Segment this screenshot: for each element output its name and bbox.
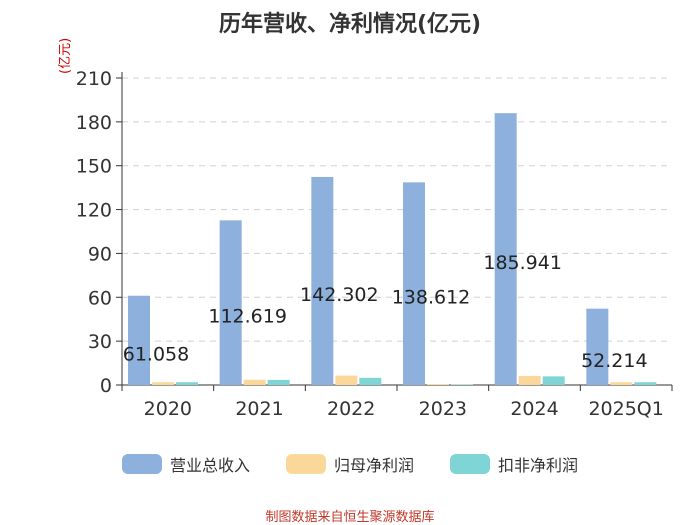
legend-swatch-revenue	[121, 454, 162, 474]
data-label: 142.302	[300, 284, 379, 306]
bar-chart: 0 30 60 90 120 150 180 210 2020 61.058 2021 112.619…	[76, 68, 673, 420]
data-label: 185.941	[483, 252, 562, 274]
y-tick-label: 210	[76, 68, 112, 90]
bar-0	[219, 220, 242, 385]
data-label: 52.214	[581, 350, 647, 372]
bar-1	[610, 382, 633, 385]
legend-item-revenue[interactable]: 营业总收入	[121, 452, 250, 476]
legend-item-net-profit[interactable]: 归母净利润	[285, 452, 414, 476]
bar-0	[403, 182, 425, 385]
legend-swatch-net-profit	[285, 454, 326, 474]
bar-1	[518, 375, 541, 385]
y-tick-label: 120	[76, 200, 112, 222]
y-tick-label: 90	[88, 243, 112, 265]
legend-label-revenue: 营业总收入	[169, 456, 250, 475]
data-label: 61.058	[123, 343, 189, 365]
bar-2	[176, 382, 198, 385]
y-tick-label: 60	[88, 287, 112, 309]
legend-swatch-deducted-profit	[450, 454, 490, 474]
bar-1	[152, 382, 174, 385]
bar-2	[267, 379, 290, 385]
x-tick-label: 2023	[419, 398, 467, 420]
y-tick-label: 150	[76, 156, 112, 178]
x-tick-label: 2025Q1	[588, 398, 663, 420]
data-label: 138.612	[392, 287, 471, 309]
bar-0	[128, 295, 150, 385]
chart-title: 历年营收、净利情况(亿元)	[218, 12, 482, 37]
bar-2	[634, 382, 657, 385]
source-note: 制图数据来自恒生聚源数据库	[265, 510, 435, 525]
data-label: 112.619	[208, 306, 287, 328]
bar-2	[359, 377, 382, 385]
x-tick-label: 2022	[327, 398, 375, 420]
legend-label-net-profit: 归母净利润	[333, 456, 414, 475]
x-tick-label: 2020	[144, 398, 192, 420]
bar-0	[311, 176, 334, 385]
y-tick-label: 0	[100, 375, 112, 397]
bar-2	[542, 376, 565, 385]
legend: 营业总收入 归母净利润 扣非净利润	[0, 452, 700, 476]
bar-0	[586, 308, 609, 385]
x-tick-label: 2021	[235, 398, 283, 420]
bar-1	[243, 379, 266, 385]
y-tick-label: 30	[88, 331, 112, 353]
y-tick-label: 180	[76, 112, 112, 134]
legend-item-deducted-profit[interactable]: 扣非净利润	[450, 452, 578, 476]
bar-1	[335, 375, 358, 385]
legend-label-deducted-profit: 扣非净利润	[498, 456, 579, 475]
bar-0	[494, 113, 517, 385]
x-tick-label: 2024	[510, 398, 558, 420]
bar-1	[427, 384, 449, 385]
